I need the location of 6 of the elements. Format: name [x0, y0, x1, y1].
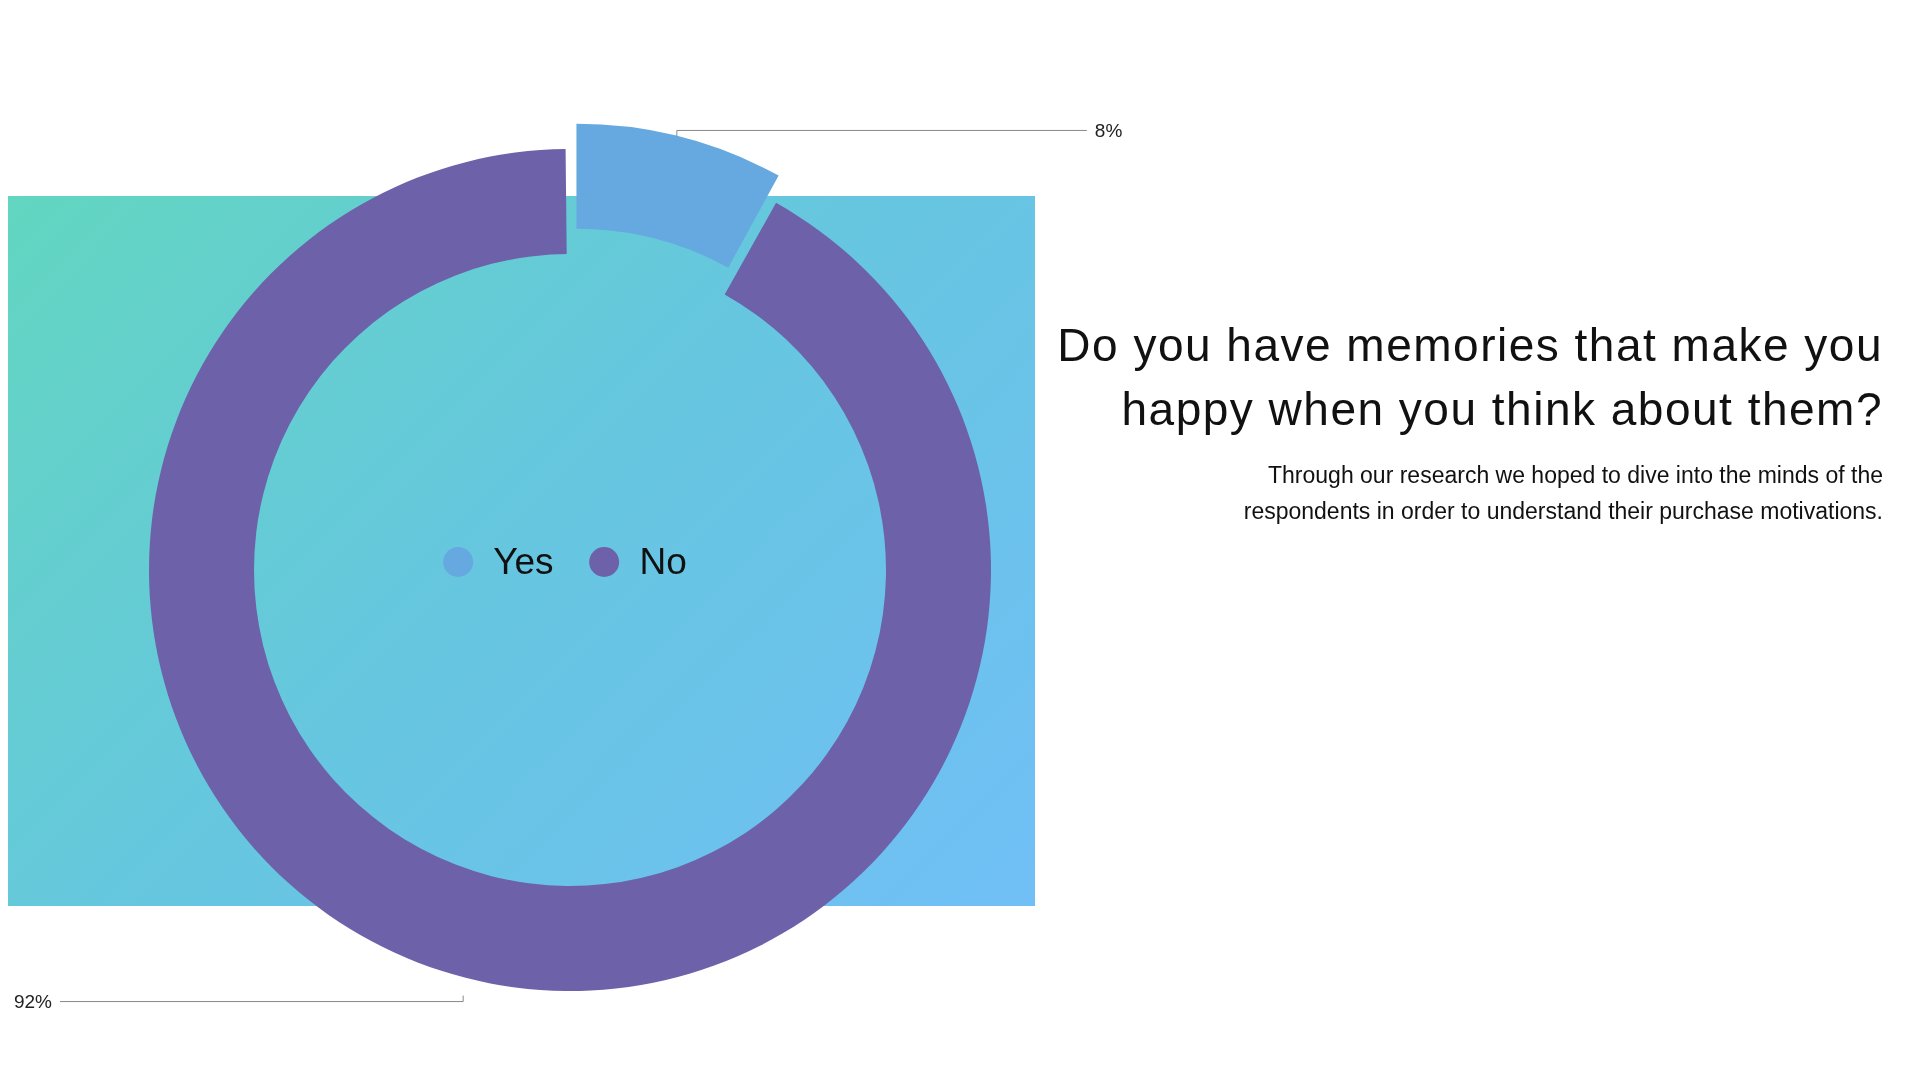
text: Through our research we hoped to dive into the minds of the respondents in order to understand their purchase motivations. — [1242, 461, 1883, 526]
text: Do you have memories that make you happy when you think about them? — [1056, 318, 1883, 437]
legend-label: Yes — [493, 541, 554, 583]
legend-label: No — [639, 541, 687, 583]
data-label: 8% — [1094, 119, 1123, 141]
data-label: 92% — [13, 991, 53, 1013]
